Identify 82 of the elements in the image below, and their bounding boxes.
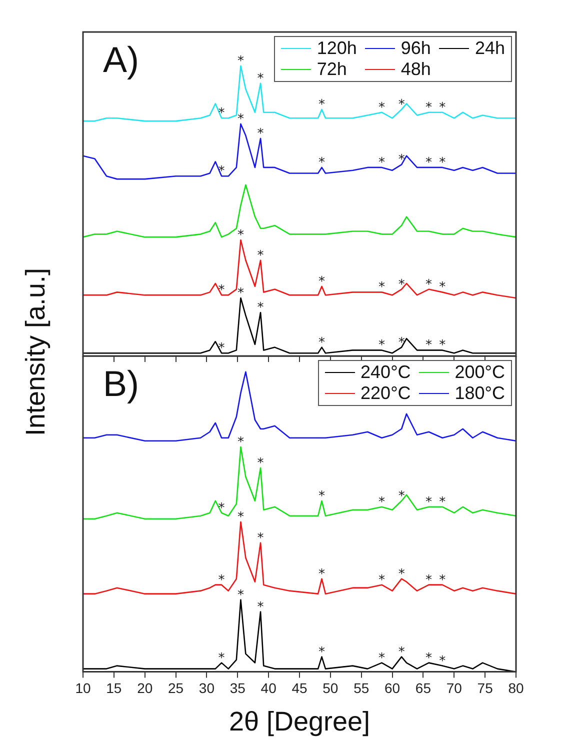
annotation: * [378, 155, 386, 170]
annotation: * [439, 280, 446, 296]
y-axis-title: Intensity [a.u.] [20, 268, 52, 436]
annotation: * [218, 283, 226, 298]
x-tick-label: 40 [260, 680, 277, 696]
annotation: * [318, 566, 326, 582]
annotation: * [378, 494, 386, 510]
annotation: * [398, 277, 406, 292]
chart-title: A) [103, 38, 139, 80]
annotation: * [439, 494, 446, 510]
legend-label: 72h [316, 59, 347, 80]
legend-label: 240°C [360, 362, 411, 383]
legend-label: 220°C [360, 383, 411, 404]
annotation: * [257, 126, 264, 142]
chart-title: B) [103, 362, 139, 404]
annotation: * [318, 97, 326, 112]
x-tick-label: 55 [354, 680, 370, 696]
annotation: * [398, 335, 406, 350]
annotation: * [318, 644, 326, 660]
annotation: * [257, 456, 264, 471]
legend-label: 96h [400, 38, 431, 59]
legend-label: 48h [400, 59, 431, 80]
annotation: * [378, 280, 386, 296]
x-tick-label: 50 [322, 680, 338, 696]
annotation: * [398, 566, 406, 582]
annotation: * [218, 650, 226, 666]
annotation: * [378, 100, 386, 116]
annotation: * [439, 155, 446, 170]
annotation: * [237, 54, 244, 69]
annotation: * [398, 97, 406, 112]
annotation: * [257, 71, 264, 86]
annotation: * [257, 600, 264, 615]
annotation: * [439, 338, 446, 354]
annotation: * [398, 488, 406, 504]
annotation: * [218, 572, 226, 588]
x-tick-label: 35 [230, 680, 246, 696]
annotation: * [398, 644, 406, 660]
annotation: * [378, 650, 386, 666]
annotation: * [218, 500, 226, 516]
x-tick-label: 30 [198, 680, 215, 696]
annotation: * [426, 572, 433, 588]
annotation: * [426, 338, 433, 354]
annotation: * [318, 335, 326, 350]
annotation: * [439, 654, 446, 669]
annotation: * [237, 588, 244, 603]
legend-label: 120h [316, 38, 357, 59]
annotation: * [426, 100, 433, 116]
annotation: * [426, 650, 433, 666]
x-tick-label: 20 [137, 680, 153, 696]
x-tick-label: 45 [292, 680, 308, 696]
x-axis-title: 2θ [Degree] [228, 706, 370, 736]
x-tick-label: 10 [75, 680, 91, 696]
annotation: * [218, 341, 226, 356]
annotation: * [237, 228, 244, 243]
annotation: * [426, 277, 433, 292]
legend-label: 200°C [454, 362, 505, 383]
annotation: * [237, 112, 244, 127]
annotation: * [237, 434, 244, 450]
annotation: * [257, 530, 264, 546]
annotation: * [257, 248, 264, 264]
x-tick-label: 70 [446, 680, 462, 696]
annotation: * [318, 274, 326, 290]
annotation: * [426, 155, 433, 170]
legend-label: 180°C [454, 383, 505, 404]
annotation: * [378, 338, 386, 354]
annotation: * [318, 155, 326, 170]
annotation: * [237, 510, 244, 525]
annotation: * [378, 572, 386, 588]
x-tick-label: 65 [415, 680, 432, 696]
annotation: * [318, 488, 326, 504]
x-tick-label: 75 [477, 680, 494, 696]
annotation: * [237, 286, 244, 301]
legend-label: 24h [474, 38, 505, 59]
x-tick-label: 15 [106, 680, 122, 696]
x-tick-label: 60 [384, 680, 400, 696]
annotation: * [439, 100, 446, 116]
x-tick-label: 25 [168, 680, 184, 696]
annotation: * [398, 152, 406, 168]
annotation: * [439, 572, 446, 588]
x-tick-label: 80 [508, 680, 524, 696]
annotation: * [426, 494, 433, 510]
annotation: * [257, 300, 264, 316]
